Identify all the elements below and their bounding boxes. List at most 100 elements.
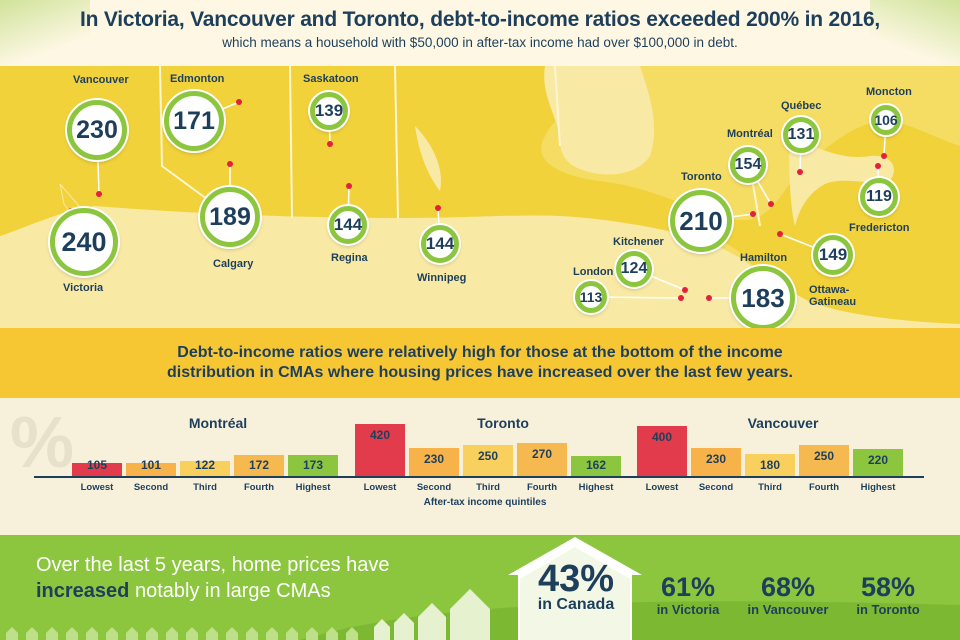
city-name-ottawa-gatineau: Ottawa-Gatineau [809, 284, 857, 308]
city-value-winnipeg: 144 [421, 225, 459, 263]
footer-bold-word: increased [36, 580, 130, 602]
footer-line-2: increased notably in large CMAs [36, 578, 390, 604]
city-dot-winnipeg [435, 205, 441, 211]
growing-house-icons [374, 589, 490, 640]
city-name-moncton: Moncton [866, 86, 912, 98]
tick-label: Fourth [526, 482, 558, 493]
stat-label: in Vancouver [747, 602, 829, 617]
city-name-toronto: Toronto [681, 171, 722, 183]
header-subtitle: which means a household with $50,000 in … [222, 35, 738, 50]
canada-label: in Canada [537, 596, 615, 613]
bar-value-label: 122 [194, 458, 216, 472]
stat-value: 68% [760, 572, 816, 602]
footer-line-2-rest: notably in large CMAs [129, 580, 331, 602]
city-value-kitchener: 124 [616, 251, 652, 287]
banner-line-2: distribution in CMAs where housing price… [167, 364, 793, 381]
bar-value-label: 162 [585, 458, 607, 472]
city-name-fredericton: Fredericton [849, 222, 910, 234]
city-dot-toronto [750, 211, 756, 217]
city-dot-qu-bec [797, 169, 803, 175]
lake-winnipeg [415, 126, 441, 191]
stat-value: 58% [860, 572, 916, 602]
small-house-icons [6, 627, 358, 640]
city-value-saskatoon: 139 [310, 92, 348, 130]
tick-label: Second [133, 482, 169, 493]
header-right-decoration [870, 0, 960, 66]
city-value-london: 113 [575, 281, 607, 313]
city-value-qu-bec: 131 [783, 117, 819, 153]
city-value-hamilton: 183 [731, 266, 795, 328]
chart-title-vancouver: Vancouver [747, 415, 819, 431]
bar-vancouver-third [745, 453, 795, 476]
bar-value-label: 220 [867, 452, 889, 467]
header-left-decoration [0, 0, 90, 66]
city-value-edmonton: 171 [164, 91, 224, 151]
city-dot-vancouver [96, 191, 102, 197]
city-name-vancouver: Vancouver [73, 74, 129, 86]
city-value-regina: 144 [329, 206, 367, 244]
stat-vancouver: 68% in Vancouver [738, 572, 838, 617]
city-dot-calgary [227, 161, 233, 167]
tick-label: Highest [295, 482, 331, 493]
bar-value-label: 180 [759, 457, 781, 472]
city-name-montr-al: Montréal [727, 128, 773, 140]
percent-watermark: % [10, 403, 75, 483]
bar-value-label: 250 [813, 449, 835, 464]
city-dot-moncton [881, 153, 887, 159]
hudson-bay [544, 66, 655, 175]
tick-label: Highest [860, 482, 896, 493]
city-name-kitchener: Kitchener [613, 236, 664, 248]
big-house-icon [508, 537, 642, 640]
tick-label: Second [698, 482, 734, 493]
highlight-banner: Debt-to-income ratios were relatively hi… [0, 328, 960, 398]
bar-value-label: 173 [302, 458, 324, 472]
footer [0, 535, 960, 640]
footer-text: Over the last 5 years, home prices have … [36, 552, 390, 604]
city-dot-fredericton [875, 163, 881, 169]
bar-toronto-third [463, 445, 513, 476]
city-value-vancouver: 230 [67, 100, 127, 160]
bar-toronto-lowest [355, 424, 405, 476]
stat-toronto: 58% in Toronto [846, 572, 930, 617]
city-dot-regina [346, 183, 352, 189]
bar-vancouver-second [691, 447, 741, 476]
bar-value-label: 420 [369, 428, 391, 442]
city-name-winnipeg: Winnipeg [417, 272, 467, 284]
bar-toronto-highest [571, 455, 621, 476]
tick-label: Third [476, 482, 500, 493]
bar-vancouver-lowest [637, 426, 687, 476]
city-value-moncton: 106 [871, 105, 901, 135]
bar-montr-al-third [180, 460, 230, 476]
chart-title-toronto: Toronto [477, 415, 529, 431]
city-name-london: London [573, 266, 614, 278]
city-value-toronto: 210 [670, 190, 732, 252]
bar-value-label: 400 [651, 430, 673, 445]
city-name-calgary: Calgary [213, 258, 254, 270]
canada-map: 230 Vancouver 240 Victoria 171 Edmonton 189 Cal… [0, 66, 960, 328]
bar-toronto-second [409, 447, 459, 476]
tick-label: Third [758, 482, 782, 493]
canada-percent: 43% [537, 558, 615, 600]
tick-label: Third [193, 482, 217, 493]
tick-label: Lowest [363, 482, 397, 493]
city-dot-hamilton [706, 295, 712, 301]
bar-vancouver-highest [853, 448, 903, 476]
bar-value-label: 230 [705, 451, 727, 466]
city-dot-london [678, 295, 684, 301]
bar-value-label: 101 [140, 458, 162, 472]
tick-label: Fourth [243, 482, 275, 493]
stat-value: 61% [660, 572, 716, 602]
st-lawrence [789, 136, 894, 226]
x-axis-label: After-tax income quintiles [423, 497, 547, 508]
city-value-fredericton: 119 [860, 178, 898, 216]
header: In Victoria, Vancouver and Toronto, debt… [0, 0, 960, 66]
tick-label: Lowest [645, 482, 679, 493]
city-dot-montr-al [768, 201, 774, 207]
stat-label: in Victoria [656, 602, 720, 617]
stat-label: in Toronto [856, 602, 920, 617]
map-shapes [0, 66, 960, 328]
city-value-montr-al: 154 [730, 147, 766, 183]
tick-label: Fourth [808, 482, 840, 493]
bar-montr-al-fourth [234, 454, 284, 476]
